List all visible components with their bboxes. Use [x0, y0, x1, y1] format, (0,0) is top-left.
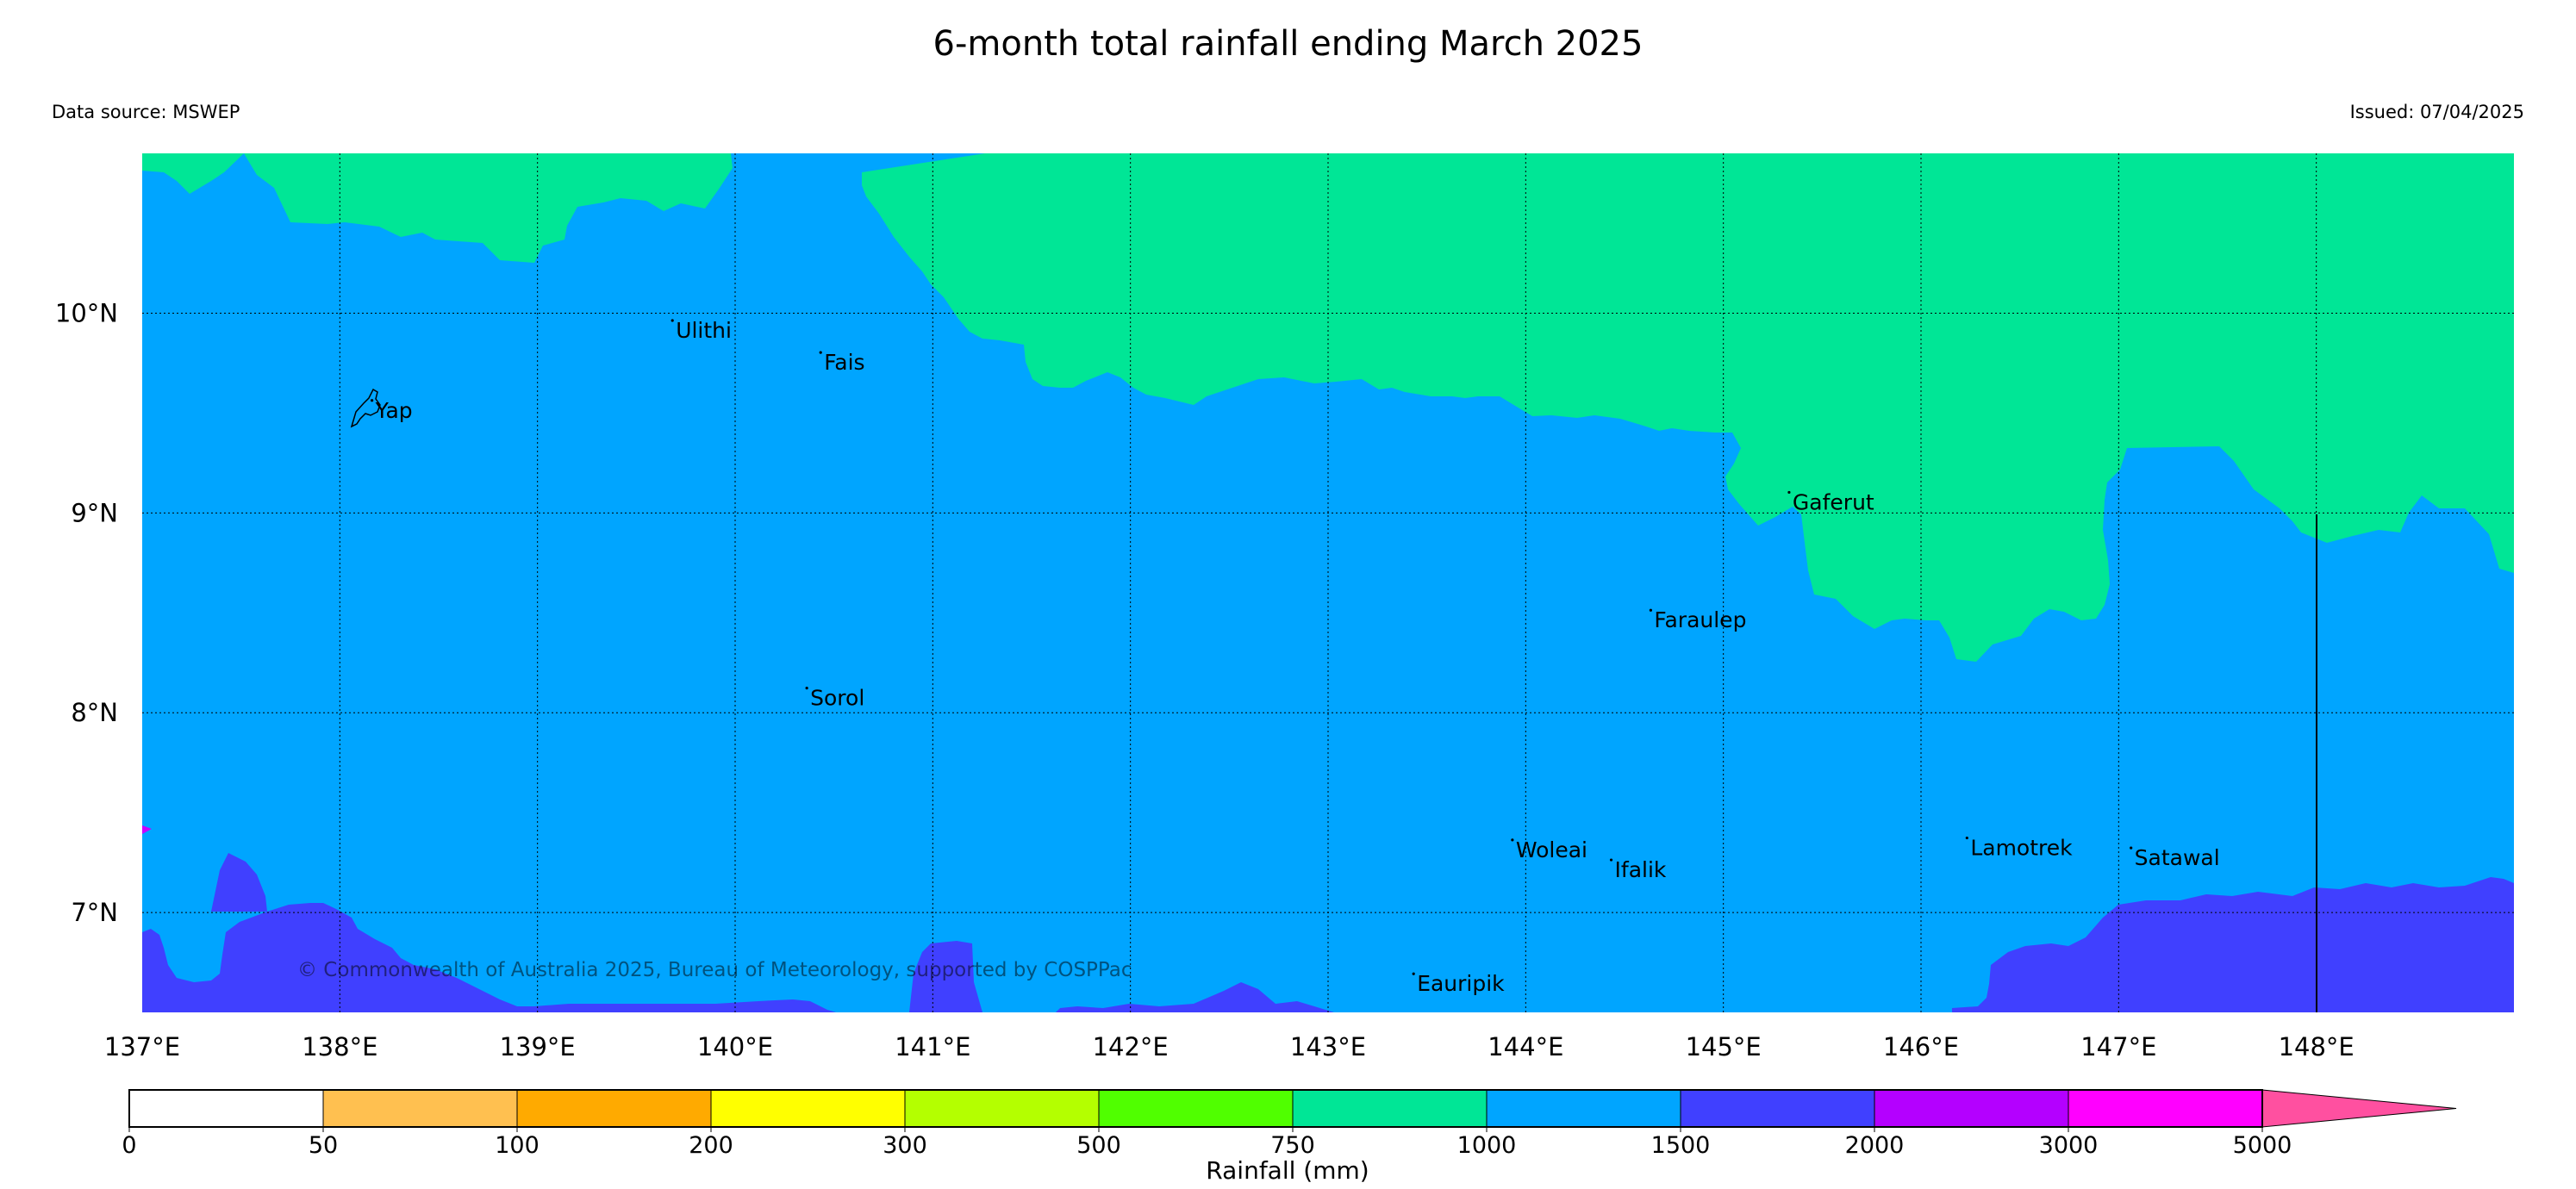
- island-marker: [1412, 972, 1415, 975]
- band-3000-5000-spot: [142, 825, 152, 834]
- longitude-tick-label: 140°E: [697, 1032, 773, 1061]
- island-marker: [1511, 838, 1514, 842]
- longitude-tick-label: 138°E: [302, 1032, 377, 1061]
- island-marker: [2130, 846, 2133, 850]
- longitude-tick-label: 146°E: [1883, 1032, 1959, 1061]
- island-marker: [1965, 836, 1968, 840]
- longitude-tick-label: 143°E: [1290, 1032, 1366, 1061]
- latitude-tick-label: 10°N: [55, 298, 118, 327]
- colorbar-tick-label: 50: [309, 1132, 338, 1159]
- band-1500-2000-west-tongue: [211, 853, 267, 912]
- latitude-tick-label: 7°N: [71, 898, 118, 927]
- colorbar-segment: [1098, 1089, 1294, 1128]
- latitude-tick-labels: 7°N 8°N 9°N 10°N: [55, 298, 118, 927]
- place-labels: Ulithi Fais Yap Gaferut Faraulep Sorol Woleai I…: [371, 318, 2220, 996]
- latitude-tick-label: 8°N: [71, 698, 118, 727]
- colorbar-tick-label: 3000: [2039, 1132, 2099, 1159]
- place-label-fais: Fais: [824, 350, 864, 375]
- place-label-ulithi: Ulithi: [676, 318, 732, 343]
- colorbar-segment: [322, 1089, 518, 1128]
- colorbar-tick-label: 300: [883, 1132, 927, 1159]
- band-1500-2000-south-fringe: [1056, 982, 1334, 1012]
- colorbar-segment: [516, 1089, 712, 1128]
- longitude-tick-label: 141°E: [895, 1032, 970, 1061]
- band-1500-2000-central-bump: [909, 941, 982, 1012]
- longitude-tick-labels: 137°E 138°E 139°E 140°E 141°E 142°E 143°E 144°E…: [104, 1032, 2355, 1061]
- yap-island-outline: [350, 388, 381, 428]
- band-1500-2000-southeast: [1952, 877, 2514, 1012]
- data-source-label: Data source: MSWEP: [52, 102, 240, 122]
- island-marker: [1787, 490, 1791, 495]
- colorbar-segment: [1486, 1089, 1681, 1128]
- band-750-1000-northwest: [142, 153, 733, 263]
- map-title: 6-month total rainfall ending March 2025: [932, 24, 1644, 64]
- place-label-satawal: Satawal: [2135, 845, 2220, 870]
- colorbar-tick-label: 100: [495, 1132, 540, 1159]
- colorbar-tick-label: 200: [689, 1132, 733, 1159]
- colorbar-segment: [2068, 1089, 2263, 1128]
- band-1500-2000-southwest: [142, 903, 836, 1012]
- colorbar-segment: [128, 1089, 324, 1128]
- colorbar-tick-label: 1000: [1457, 1132, 1517, 1159]
- colorbar-segment: [1292, 1089, 1488, 1128]
- colorbar-segment: [1680, 1089, 1875, 1128]
- place-label-lamotrek: Lamotrek: [1970, 836, 2073, 861]
- colorbar-segment: [904, 1089, 1100, 1128]
- longitude-tick-label: 139°E: [500, 1032, 576, 1061]
- place-label-eauripik: Eauripik: [1417, 971, 1505, 996]
- colorbar-extend-arrow: [2261, 1089, 2457, 1128]
- colorbar-segment: [1874, 1089, 2069, 1128]
- longitude-tick-label: 147°E: [2080, 1032, 2156, 1061]
- longitude-tick-label: 144°E: [1488, 1032, 1563, 1061]
- longitude-tick-label: 145°E: [1686, 1032, 1762, 1061]
- colorbar-tick-label: 750: [1270, 1132, 1315, 1159]
- island-marker: [819, 351, 822, 354]
- colorbar-tick-label: 500: [1076, 1132, 1121, 1159]
- colorbar-title: Rainfall (mm): [1206, 1156, 1369, 1185]
- colorbar-segment: [710, 1089, 906, 1128]
- rainfall-field: [142, 153, 2514, 1012]
- copyright-notice: © Commonwealth of Australia 2025, Bureau…: [297, 959, 1132, 981]
- place-label-ifalik: Ifalik: [1615, 857, 1667, 882]
- colorbar-tick-label: 2000: [1845, 1132, 1905, 1159]
- island-marker: [805, 687, 808, 690]
- place-label-yap: Yap: [375, 398, 413, 423]
- place-label-faraulep: Faraulep: [1654, 607, 1746, 632]
- colorbar-outline: [128, 1089, 2263, 1128]
- latitude-tick-label: 9°N: [71, 498, 118, 527]
- longitude-tick-label: 142°E: [1093, 1032, 1169, 1061]
- colorbar-tick-label: 0: [122, 1132, 136, 1159]
- island-marker: [671, 319, 674, 322]
- colorbar-tick-label: 1500: [1651, 1132, 1711, 1159]
- issued-date-label: Issued: 07/04/2025: [2349, 102, 2524, 122]
- longitude-tick-label: 137°E: [104, 1032, 180, 1061]
- colorbar: 0 50 100 200 300 500 750 1000 1500 2000 3000 5000: [122, 1089, 2457, 1159]
- band-750-1000-northeast: [862, 153, 2514, 662]
- colorbar-tick-label: 5000: [2233, 1132, 2292, 1159]
- island-marker: [371, 399, 374, 402]
- island-marker: [1649, 608, 1652, 612]
- island-marker: [1609, 858, 1613, 862]
- place-label-woleai: Woleai: [1516, 837, 1587, 862]
- longitude-tick-label: 148°E: [2279, 1032, 2355, 1061]
- place-label-sorol: Sorol: [810, 686, 864, 711]
- place-label-gaferut: Gaferut: [1793, 489, 1874, 514]
